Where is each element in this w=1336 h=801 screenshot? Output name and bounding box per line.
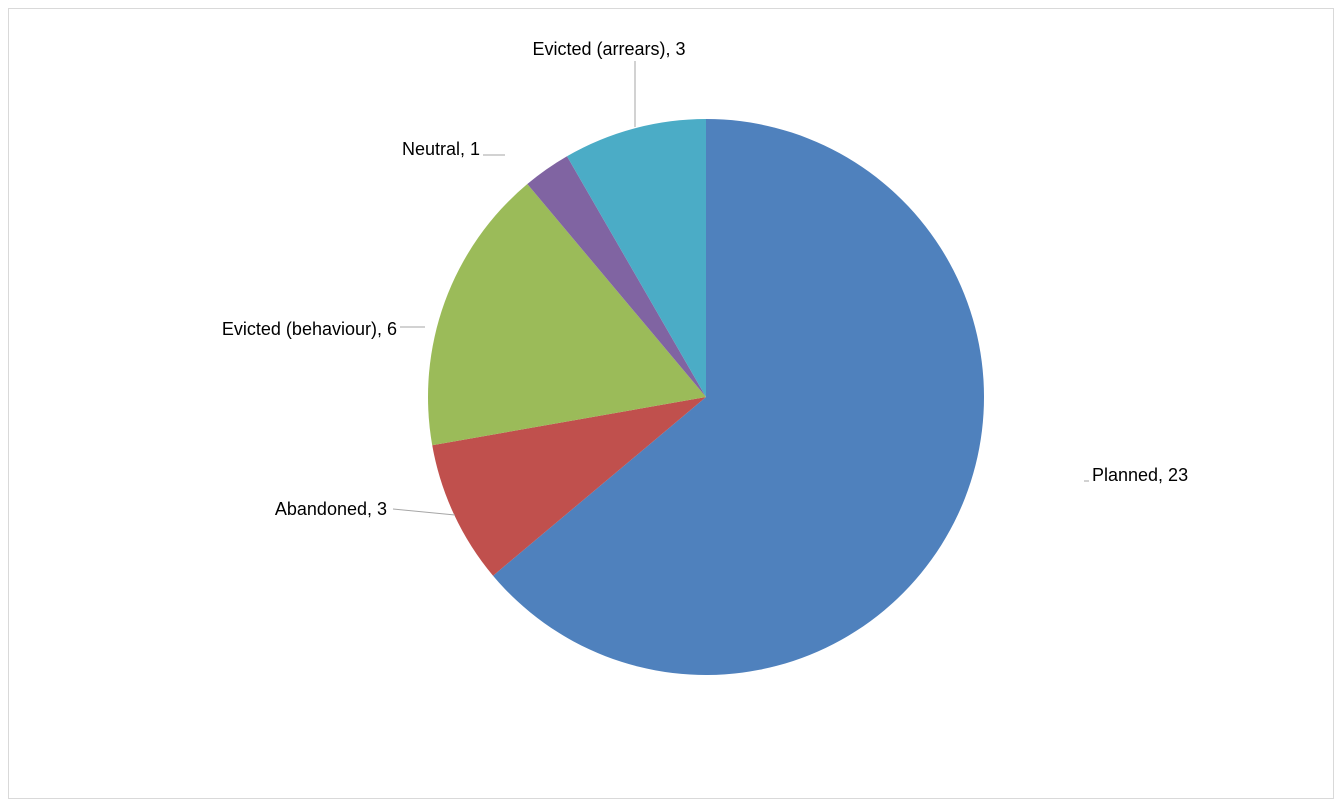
pie-slice-evicted-arrears <box>567 119 706 397</box>
data-label: Neutral, 1 <box>402 139 480 159</box>
pie-slice-planned <box>493 119 985 676</box>
pie-slice-evicted-behaviour <box>427 184 706 446</box>
data-label: Evicted (behaviour), 6 <box>222 319 397 339</box>
leader-line <box>392 508 456 516</box>
slices-layer <box>427 119 985 676</box>
data-labels-layer: Planned, 23 Abandoned, 3 Evicted (behaviou… <box>222 39 1188 519</box>
pie-slice-abandoned <box>432 397 706 576</box>
leader-lines-layer <box>392 61 1089 516</box>
data-label: Evicted (arrears), 3 <box>532 39 685 59</box>
pie-slice-neutral <box>527 156 706 397</box>
data-label: Planned, 23 <box>1092 465 1188 485</box>
chart-area: Planned, 23 Abandoned, 3 Evicted (behaviou… <box>8 8 1334 799</box>
data-label: Abandoned, 3 <box>275 499 387 519</box>
pie-chart: Planned, 23 Abandoned, 3 Evicted (behaviou… <box>222 39 1188 676</box>
